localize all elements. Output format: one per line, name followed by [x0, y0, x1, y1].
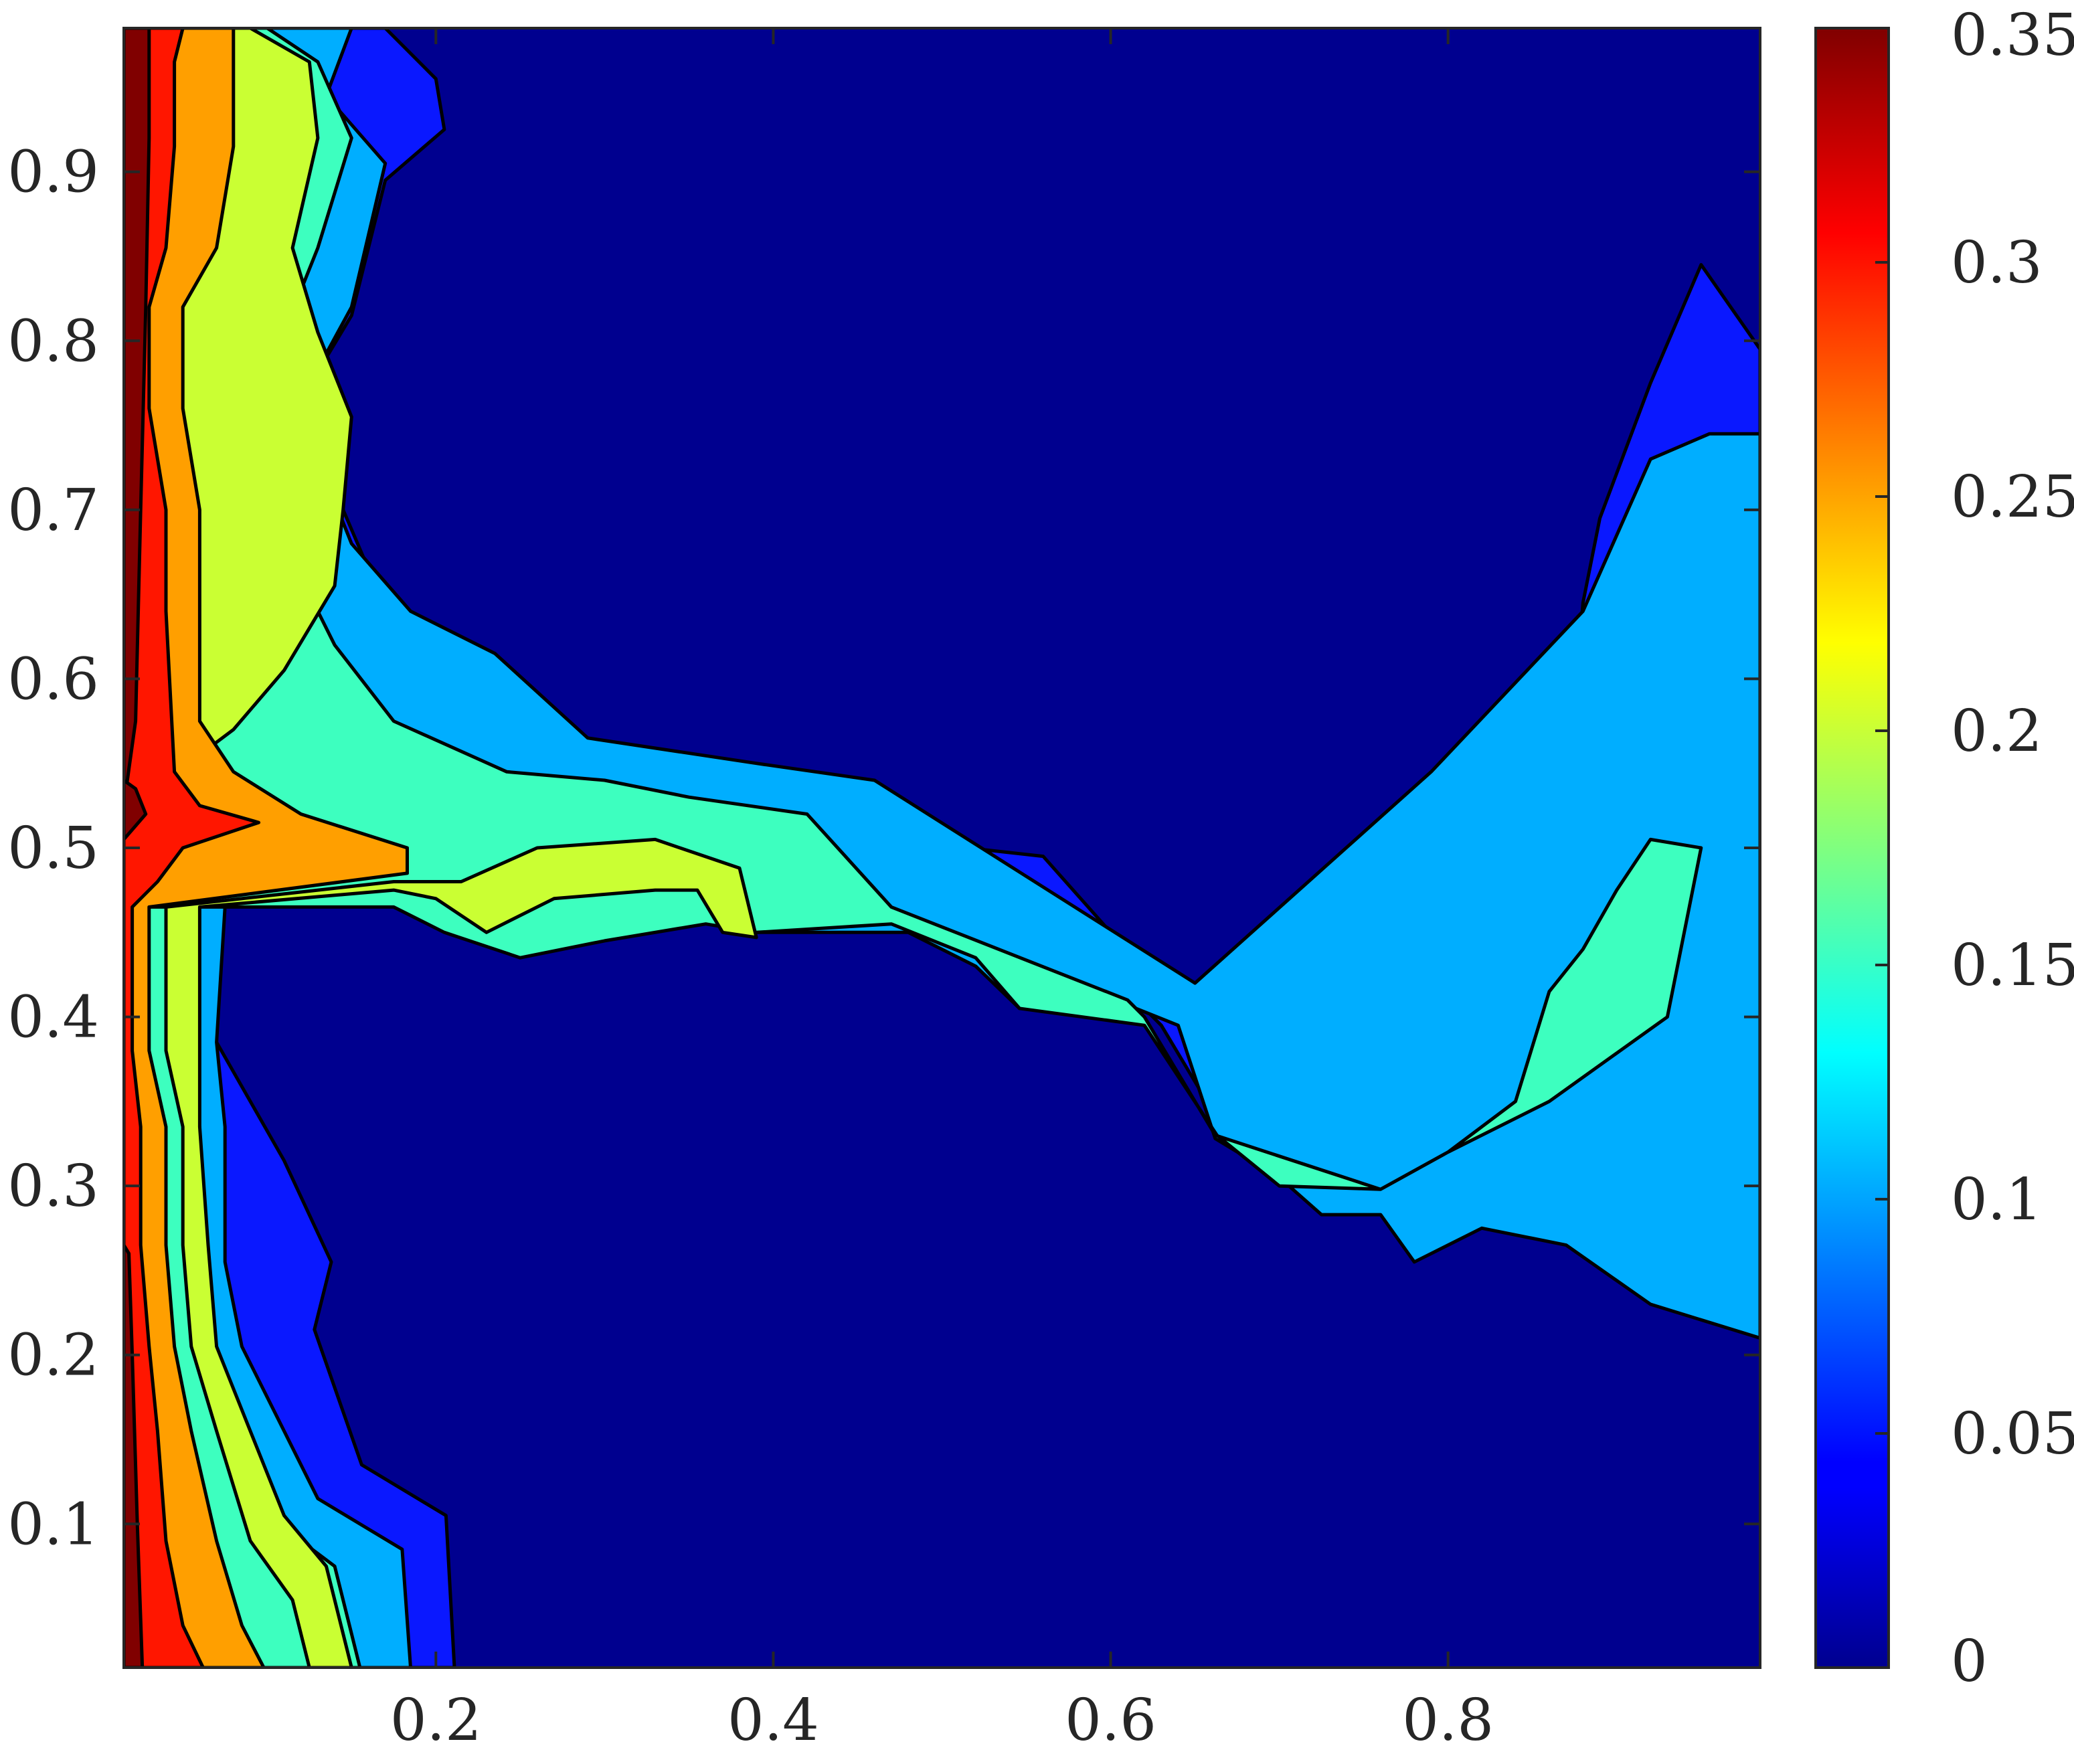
x-tick-label-1: 0.4 [727, 1687, 819, 1754]
contour-region-0.325-2 [124, 778, 148, 841]
colorbar-tick-label-6: 0.3 [1951, 230, 2043, 296]
colorbar-tick-label-0: 0 [1951, 1628, 1988, 1695]
colorbar-gradient [1814, 27, 1890, 1669]
colorbar-tick-label-1: 0.05 [1951, 1401, 2074, 1468]
y-tick-label-5: 0.6 [7, 646, 99, 713]
contour-region-0.225-0 [124, 28, 409, 1668]
contour-region-0.325-1 [124, 28, 151, 808]
y-tick-label-7: 0.8 [7, 308, 99, 375]
contour-regions [124, 28, 1760, 1668]
y-tick-label-4: 0.5 [7, 815, 99, 882]
y-axis: 0.1 0.2 0.3 0.4 0.5 0.6 0.7 0.8 0.9 [7, 139, 1760, 1558]
y-tick-label-8: 0.9 [7, 139, 99, 206]
colorbar: 0 0.05 0.1 0.15 0.2 0.25 0.3 0.35 [1814, 2, 2074, 1695]
contour-region-0.175-0 [124, 837, 758, 1668]
y-tick-label-6: 0.7 [7, 477, 99, 544]
colorbar-tick-label-3: 0.15 [1951, 932, 2074, 999]
x-tick-label-2: 0.6 [1065, 1687, 1156, 1754]
plot-area [122, 27, 1761, 1669]
colorbar-tick-label-5: 0.25 [1951, 464, 2074, 531]
colorbar-tick-label-2: 0.1 [1951, 1166, 2043, 1233]
y-tick-label-0: 0.1 [7, 1491, 99, 1558]
colorbar-tick-label-7: 0.35 [1951, 2, 2074, 69]
x-tick-label-0: 0.2 [390, 1687, 482, 1754]
x-tick-label-3: 0.8 [1402, 1687, 1494, 1754]
y-tick-label-3: 0.4 [7, 984, 99, 1051]
colorbar-tick-label-4: 0.2 [1951, 698, 2043, 765]
x-axis: 0.2 0.4 0.6 0.8 [390, 28, 1494, 1754]
contour-region-0.075-0 [124, 28, 1760, 1668]
y-tick-label-1: 0.2 [7, 1322, 99, 1389]
y-tick-label-2: 0.3 [7, 1153, 99, 1220]
